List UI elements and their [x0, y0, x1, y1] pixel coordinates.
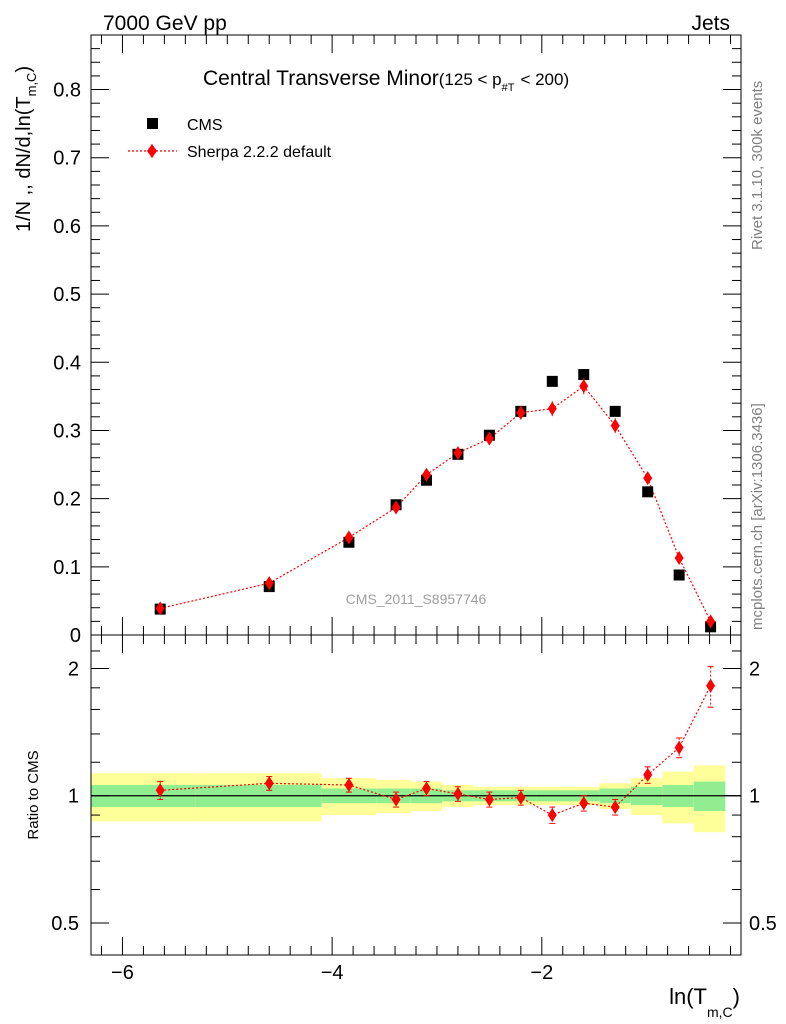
y-tick-label: 0.6: [53, 216, 81, 238]
sherpa-point: [674, 550, 684, 565]
ratio-tick-label: 2: [68, 658, 79, 680]
chart-title-range-sub: #T: [502, 82, 515, 94]
sherpa-ratio-point: [547, 808, 557, 823]
sherpa-ratio-point: [453, 786, 463, 801]
y-axis-label-close: ): [13, 66, 35, 73]
sherpa-point: [610, 418, 620, 433]
sherpa-ratio-point: [264, 776, 274, 791]
sherpa-ratio-point: [484, 792, 494, 807]
ratio-tick-label: 0.5: [51, 913, 79, 935]
y-tick-label: 0.4: [53, 352, 81, 374]
main-data-layer: [154, 369, 717, 633]
x-axis-label-close: ): [733, 984, 740, 1009]
ratio-uncertainty-band: [91, 765, 726, 833]
sherpa-ratio-point: [674, 740, 684, 755]
sherpa-point: [643, 471, 653, 486]
sherpa-point: [453, 445, 463, 460]
y-tick-label: 0.5: [53, 284, 81, 306]
cms-point: [578, 369, 590, 381]
ratio-tick-label-right: 2: [749, 658, 760, 680]
y-tick-label: 0.2: [53, 489, 81, 511]
sherpa-point: [706, 614, 716, 629]
chart-title-main: Central Transverse Minor: [203, 67, 439, 90]
x-tick-label: −4: [321, 962, 344, 984]
x-tick-label: −6: [111, 962, 134, 984]
cms-point: [673, 569, 685, 581]
y-tick-label: 0.1: [53, 557, 81, 579]
legend-sherpa-marker: [147, 144, 157, 158]
sherpa-line: [160, 385, 712, 622]
legend-sherpa-label: Sherpa 2.2.2 default: [187, 144, 332, 161]
y-tick-label: 0.7: [53, 148, 81, 170]
y-axis-label-main: 1/N ,, dN/d,ln(T: [13, 96, 35, 232]
cms-point: [546, 375, 558, 387]
sherpa-point: [344, 530, 354, 545]
x-axis-label: ln(Tm,C): [669, 984, 740, 1020]
chart-title-range-post: < 200): [520, 70, 569, 89]
chart-title-range-pre: (125 < p: [439, 70, 502, 89]
header-process: Jets: [691, 12, 730, 35]
chart-title: Central Transverse Minor(125 < p#T < 200): [203, 67, 569, 94]
sherpa-point: [421, 467, 431, 482]
sherpa-ratio-point: [421, 781, 431, 796]
ratio-y-axis-label: Ratio to CMS: [25, 750, 42, 839]
sherpa-point: [391, 500, 401, 515]
ratio-tick-label-right: 0.5: [749, 913, 777, 935]
mcplots-label: mcplots.cern.ch [arXiv:1306.3436]: [749, 403, 766, 630]
x-axis-label-main: ln(T: [669, 984, 707, 1009]
sherpa-point: [484, 431, 494, 446]
sherpa-ratio-point: [516, 790, 526, 805]
ratio-tick-label-right: 1: [749, 786, 760, 808]
sherpa-ratio-line: [160, 685, 712, 816]
sherpa-point: [264, 576, 274, 591]
analysis-watermark: CMS_2011_S8957746: [346, 591, 487, 607]
cms-point: [609, 405, 621, 417]
sherpa-point: [547, 401, 557, 416]
ratio-data-layer: [155, 666, 716, 824]
legend-cms-marker: [147, 118, 158, 129]
header-energy: 7000 GeV pp: [103, 12, 227, 35]
sherpa-ratio-point: [579, 796, 589, 811]
sherpa-ratio-point: [391, 792, 401, 807]
sherpa-ratio-point: [643, 767, 653, 782]
sherpa-point: [155, 601, 165, 616]
cms-point: [642, 486, 654, 498]
ratio-axis-ticks: −6 −4 −2 0.5 0.5 1 1 2 2: [51, 635, 777, 984]
y-axis-label-sub: m,C: [24, 73, 39, 97]
rivet-label: Rivet 3.1.10, 300k events: [749, 81, 766, 250]
sherpa-ratio-point: [155, 783, 165, 798]
sherpa-point: [579, 379, 589, 394]
sherpa-point: [516, 405, 526, 420]
y-tick-label: 0.8: [53, 80, 81, 102]
sherpa-ratio-point: [344, 778, 354, 793]
x-tick-label: −2: [530, 962, 553, 984]
ratio-tick-label: 1: [68, 786, 79, 808]
legend-cms-label: CMS: [187, 117, 223, 134]
y-tick-label: 0.3: [53, 420, 81, 442]
y-tick-label: 0: [70, 625, 81, 647]
main-axis-ticks: 0 0.1 0.2 0.3 0.4 0.5 0.6 0.7 0.8: [53, 35, 741, 647]
sherpa-ratio-point: [706, 678, 716, 693]
sherpa-ratio-point: [610, 800, 620, 815]
y-axis-label: 1/N ,, dN/d,ln(Tm,C): [13, 66, 39, 232]
x-axis-label-sub: m,C: [707, 1004, 733, 1020]
